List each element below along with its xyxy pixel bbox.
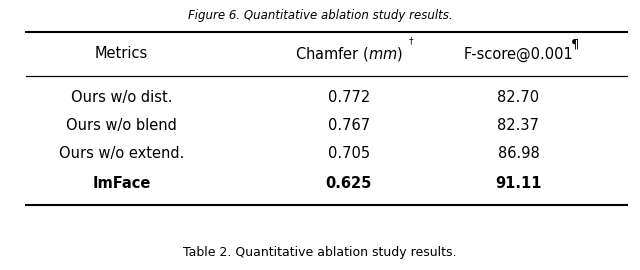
Text: Figure 6. Quantitative ablation study results.: Figure 6. Quantitative ablation study re… <box>188 9 452 22</box>
Text: F-score@0.001: F-score@0.001 <box>463 46 573 62</box>
Text: 82.70: 82.70 <box>497 90 540 105</box>
Text: ImFace: ImFace <box>92 176 151 191</box>
Text: Ours w/o dist.: Ours w/o dist. <box>71 90 172 105</box>
Text: Metrics: Metrics <box>95 46 148 62</box>
Text: 0.625: 0.625 <box>326 176 372 191</box>
Text: 0.772: 0.772 <box>328 90 370 105</box>
Text: 0.705: 0.705 <box>328 146 370 161</box>
Text: Ours w/o extend.: Ours w/o extend. <box>59 146 184 161</box>
Text: Chamfer $\mathit{(mm)}$: Chamfer $\mathit{(mm)}$ <box>295 45 403 63</box>
Text: 91.11: 91.11 <box>495 176 541 191</box>
Text: $^\dagger$: $^\dagger$ <box>408 37 415 50</box>
Text: 82.37: 82.37 <box>497 118 540 133</box>
Text: Ours w/o blend: Ours w/o blend <box>66 118 177 133</box>
Text: 0.767: 0.767 <box>328 118 370 133</box>
Text: Table 2. Quantitative ablation study results.: Table 2. Quantitative ablation study res… <box>183 246 457 259</box>
Text: 86.98: 86.98 <box>497 146 540 161</box>
Text: $\P$: $\P$ <box>570 37 579 51</box>
